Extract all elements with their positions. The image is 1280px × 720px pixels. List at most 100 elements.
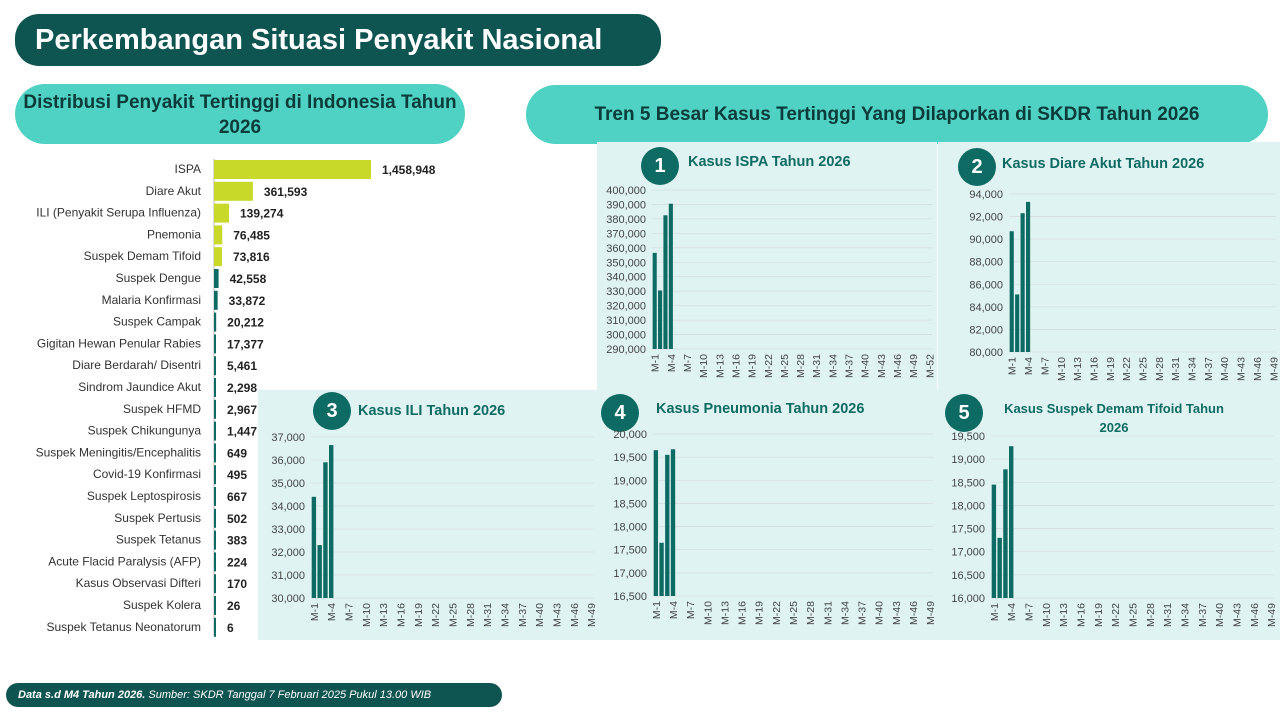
y-tick-label: 19,500 bbox=[951, 431, 985, 443]
x-tick-label: M-4 bbox=[666, 354, 678, 372]
y-tick-label: 19,000 bbox=[951, 454, 985, 466]
x-tick-label: M-37 bbox=[857, 601, 869, 625]
x-tick-label: M-28 bbox=[795, 354, 807, 378]
trend-bar bbox=[659, 542, 664, 596]
dist-bar bbox=[214, 617, 216, 637]
chart-title-pneumonia: Kasus Pneumonia Tahun 2026 bbox=[656, 401, 865, 417]
x-tick-label: M-1 bbox=[1007, 357, 1019, 375]
x-tick-label: M-10 bbox=[698, 354, 710, 378]
dist-category-label: Malaria Konfirmasi bbox=[102, 293, 201, 307]
trend-bar bbox=[1009, 231, 1014, 352]
footer-text: Sumber: SKDR Tanggal 7 Februari 2025 Puk… bbox=[145, 689, 432, 701]
trend-bar bbox=[329, 445, 334, 598]
trend-bar bbox=[997, 537, 1002, 598]
dist-category-label: ISPA bbox=[175, 162, 201, 176]
x-tick-label: M-52 bbox=[924, 354, 936, 378]
y-tick-label: 19,500 bbox=[613, 452, 647, 464]
x-tick-label: M-43 bbox=[1231, 603, 1243, 627]
y-tick-label: 16,500 bbox=[613, 591, 647, 603]
dist-value-label: 6 bbox=[227, 621, 234, 635]
x-tick-label: M-19 bbox=[754, 601, 766, 625]
dist-category-label: Suspek Campak bbox=[113, 315, 202, 329]
dist-value-label: 170 bbox=[227, 577, 247, 591]
chart-badge-4: 4 bbox=[601, 394, 639, 432]
dist-bar bbox=[214, 530, 216, 550]
x-tick-label: M-28 bbox=[465, 603, 477, 627]
chart-panel-diare bbox=[938, 142, 1280, 390]
page-title: Perkembangan Situasi Penyakit Nasional bbox=[15, 14, 661, 66]
x-tick-label: M-16 bbox=[737, 601, 749, 625]
x-tick-label: M-37 bbox=[517, 603, 529, 627]
dist-bar bbox=[214, 421, 216, 441]
x-tick-label: M-1 bbox=[651, 601, 663, 619]
y-tick-label: 17,500 bbox=[613, 545, 647, 557]
x-tick-label: M-16 bbox=[396, 603, 408, 627]
y-tick-label: 18,500 bbox=[951, 477, 985, 489]
dist-category-label: Suspek Kolera bbox=[123, 598, 201, 612]
dist-bar bbox=[214, 574, 216, 594]
x-tick-label: M-1 bbox=[309, 603, 321, 621]
chart-title-ili: Kasus ILI Tahun 2026 bbox=[358, 403, 506, 419]
trend-header: Tren 5 Besar Kasus Tertinggi Yang Dilapo… bbox=[526, 85, 1268, 144]
dist-value-label: 649 bbox=[227, 446, 247, 460]
x-tick-label: M-16 bbox=[1076, 603, 1088, 627]
y-tick-label: 18,000 bbox=[951, 500, 985, 512]
dist-category-label: Suspek Leptospirosis bbox=[87, 489, 201, 503]
dist-value-label: 2,967 bbox=[227, 403, 257, 417]
y-tick-label: 390,000 bbox=[606, 199, 646, 211]
x-tick-label: M-16 bbox=[1088, 357, 1100, 381]
dist-category-label: Diare Berdarah/ Disentri bbox=[72, 358, 201, 372]
x-tick-label: M-22 bbox=[1110, 603, 1122, 627]
dist-value-label: 361,593 bbox=[264, 185, 308, 199]
x-tick-label: M-13 bbox=[719, 601, 731, 625]
y-tick-label: 31,000 bbox=[271, 570, 305, 582]
chart-ispa: 290,000 300,000 310,000 320,000 330,000 340,0… bbox=[606, 185, 936, 378]
dist-category-label: Pnemonia bbox=[147, 227, 201, 241]
distribution-header: Distribusi Penyakit Tertinggi di Indones… bbox=[15, 84, 465, 144]
dist-value-label: 33,872 bbox=[229, 294, 266, 308]
dist-bar bbox=[214, 312, 217, 332]
y-tick-label: 18,000 bbox=[613, 522, 647, 534]
trend-bar bbox=[653, 450, 659, 596]
x-tick-label: M-25 bbox=[448, 603, 460, 627]
x-tick-label: M-4 bbox=[326, 603, 338, 621]
dist-value-label: 2,298 bbox=[227, 381, 257, 395]
y-tick-label: 17,000 bbox=[951, 547, 985, 559]
dist-category-label: Suspek Dengue bbox=[116, 271, 202, 285]
x-tick-label: M-10 bbox=[1041, 603, 1053, 627]
x-tick-label: M-7 bbox=[344, 603, 356, 621]
x-tick-label: M-34 bbox=[839, 601, 851, 625]
y-tick-label: 80,000 bbox=[969, 347, 1003, 359]
x-tick-label: M-31 bbox=[1162, 603, 1174, 627]
dist-category-label: Suspek Tetanus Neonatorum bbox=[46, 620, 201, 634]
trend-bar bbox=[670, 449, 676, 596]
x-tick-label: M-28 bbox=[805, 601, 817, 625]
dist-bar bbox=[214, 247, 222, 267]
y-tick-label: 90,000 bbox=[969, 234, 1003, 246]
x-tick-label: M-1 bbox=[989, 603, 1001, 621]
trend-bar bbox=[663, 215, 668, 349]
x-tick-label: M-31 bbox=[822, 601, 834, 625]
dist-bar bbox=[214, 203, 229, 223]
x-tick-label: M-46 bbox=[1252, 357, 1264, 381]
trend-bar bbox=[317, 545, 322, 598]
x-tick-label: M-19 bbox=[1105, 357, 1117, 381]
dist-category-label: Sindrom Jaundice Akut bbox=[78, 380, 201, 394]
x-tick-label: M-4 bbox=[668, 601, 680, 619]
x-tick-label: M-40 bbox=[1214, 603, 1226, 627]
y-tick-label: 84,000 bbox=[969, 302, 1003, 314]
y-tick-label: 300,000 bbox=[606, 330, 646, 342]
x-tick-label: M-40 bbox=[860, 354, 872, 378]
y-tick-label: 360,000 bbox=[606, 243, 646, 255]
x-tick-label: M-46 bbox=[892, 354, 904, 378]
x-tick-label: M-19 bbox=[747, 354, 759, 378]
y-tick-label: 17,500 bbox=[951, 524, 985, 536]
x-tick-label: M-49 bbox=[908, 354, 920, 378]
chart-title-tifoid: Kasus Suspek Demam Tifoid Tahun 2026 bbox=[1004, 401, 1224, 435]
dist-value-label: 495 bbox=[227, 468, 247, 482]
y-tick-label: 34,000 bbox=[271, 501, 305, 513]
dist-category-label: Gigitan Hewan Penular Rabies bbox=[37, 336, 201, 350]
y-tick-label: 310,000 bbox=[606, 315, 646, 327]
x-tick-label: M-7 bbox=[682, 354, 694, 372]
trend-bar bbox=[323, 462, 328, 598]
